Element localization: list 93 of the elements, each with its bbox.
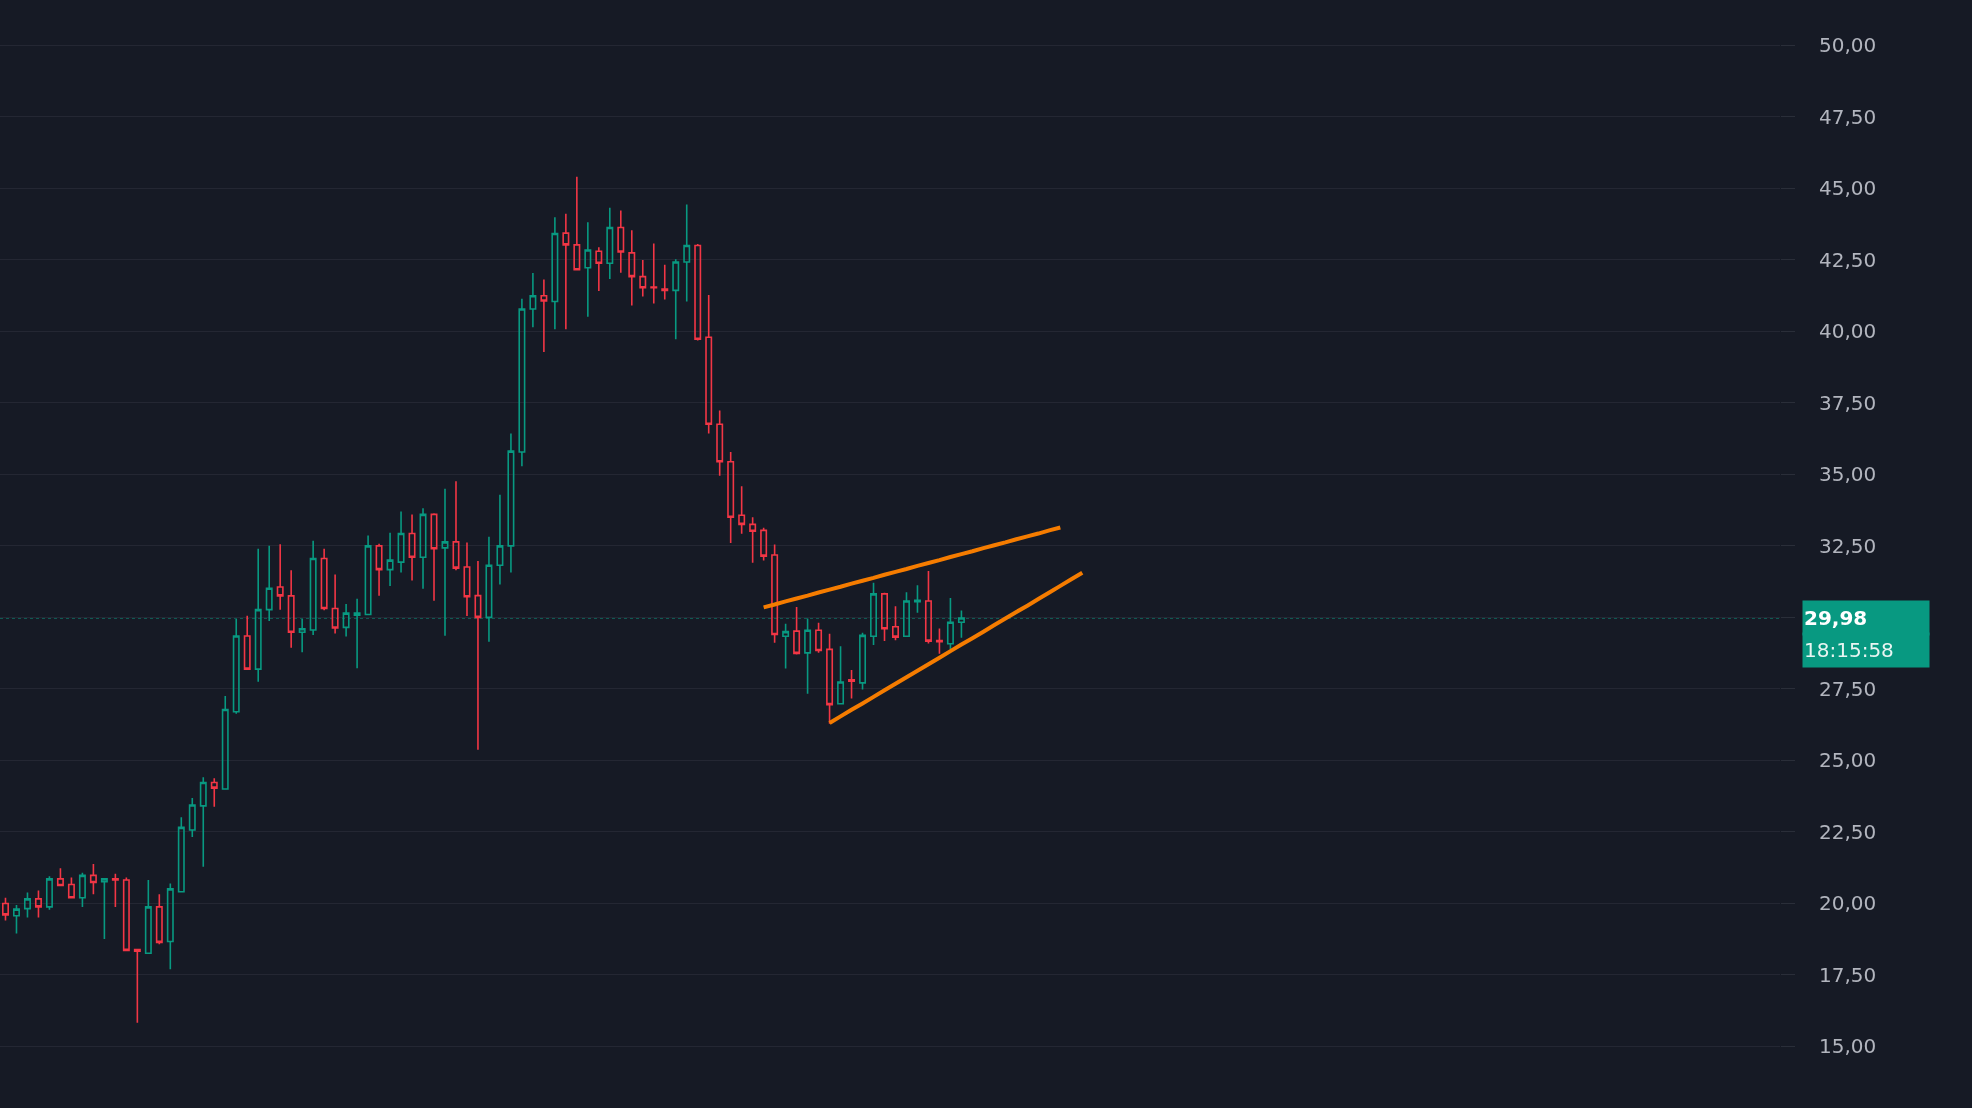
y-tick-label: 32,50 bbox=[1819, 533, 1877, 558]
y-tick-label: 20,00 bbox=[1819, 891, 1877, 916]
candlestick bbox=[287, 569, 295, 649]
candlestick bbox=[793, 606, 801, 656]
candlestick bbox=[89, 863, 97, 896]
candlestick bbox=[529, 272, 537, 329]
candlestick bbox=[496, 493, 504, 586]
candlestick bbox=[276, 543, 284, 611]
ref-line-label: 29,98 bbox=[1804, 606, 1868, 630]
candlestick bbox=[606, 206, 614, 280]
candlestick bbox=[155, 893, 163, 946]
candlestick bbox=[463, 541, 471, 617]
candlestick bbox=[760, 527, 768, 562]
candlestick bbox=[705, 294, 713, 435]
candlestick bbox=[1, 896, 9, 922]
y-tick-label: 37,50 bbox=[1819, 390, 1877, 415]
candlestick bbox=[935, 627, 943, 655]
candlestick bbox=[507, 432, 515, 574]
text: 18:15:58 bbox=[1804, 638, 1894, 662]
candlestick bbox=[419, 507, 427, 590]
candlestick bbox=[683, 203, 691, 303]
y-tick-label: 22,50 bbox=[1819, 819, 1877, 844]
candlestick bbox=[518, 297, 526, 468]
candlestick bbox=[881, 591, 888, 642]
candlestick bbox=[639, 259, 647, 298]
candlestick bbox=[331, 573, 339, 635]
y-tick-label: 42,50 bbox=[1819, 247, 1877, 272]
candlestick bbox=[540, 278, 548, 353]
candlestick bbox=[727, 451, 735, 544]
y-tick-label: 47,50 bbox=[1819, 104, 1877, 129]
y-tick-label: 15,00 bbox=[1819, 1034, 1877, 1059]
candlestick bbox=[12, 904, 20, 935]
candlestick bbox=[694, 243, 702, 342]
candlestick bbox=[430, 512, 438, 602]
candlestick bbox=[771, 543, 779, 644]
candlestick bbox=[199, 776, 207, 868]
candlestick bbox=[408, 513, 416, 582]
candlestick bbox=[913, 584, 921, 614]
candlestick bbox=[749, 516, 757, 564]
y-tick-label: 17,50 bbox=[1819, 962, 1877, 987]
y-tick-label: 45,00 bbox=[1819, 176, 1877, 201]
candlestick bbox=[34, 889, 42, 919]
candlestick bbox=[562, 212, 570, 331]
candlestick bbox=[924, 570, 932, 645]
candlestick bbox=[100, 878, 108, 940]
y-tick-label: 25,00 bbox=[1819, 748, 1877, 773]
candlestick bbox=[221, 695, 229, 790]
candlestick bbox=[573, 176, 581, 271]
candlestick bbox=[661, 263, 669, 301]
candlestick bbox=[397, 510, 405, 574]
candlestick bbox=[364, 534, 372, 616]
candlestick bbox=[375, 543, 383, 597]
candlestick bbox=[78, 872, 86, 908]
candlestick bbox=[584, 221, 592, 318]
candlestick bbox=[386, 531, 394, 587]
candlestick bbox=[782, 622, 790, 670]
candlestick bbox=[837, 645, 845, 705]
y-tick-label: 50,00 bbox=[1819, 33, 1877, 58]
candlestick bbox=[848, 669, 856, 700]
line-series bbox=[761, 525, 1063, 610]
candlestick bbox=[166, 882, 174, 971]
candlestick bbox=[122, 876, 130, 952]
candlestick bbox=[188, 797, 196, 838]
candlestick bbox=[144, 879, 152, 955]
y-tick-label: 35,00 bbox=[1819, 462, 1877, 487]
candlestick bbox=[177, 816, 185, 894]
y-tick-label: 40,00 bbox=[1819, 319, 1877, 344]
candlestick bbox=[650, 242, 658, 305]
candlestick bbox=[804, 617, 812, 695]
candlestick bbox=[474, 560, 482, 751]
candlestick bbox=[243, 614, 251, 670]
candlestick bbox=[23, 891, 31, 919]
candlestick bbox=[551, 216, 559, 331]
candlestick bbox=[628, 229, 636, 307]
candlestick bbox=[826, 632, 834, 725]
candlestick bbox=[892, 605, 899, 642]
y-tick-label: 27,50 bbox=[1819, 676, 1877, 701]
candlestick bbox=[672, 258, 680, 341]
candlestick bbox=[320, 547, 328, 612]
candlestick bbox=[56, 867, 64, 887]
candlestick bbox=[738, 485, 746, 535]
candlestick bbox=[67, 876, 75, 899]
line-series bbox=[827, 570, 1085, 725]
candlestick bbox=[111, 872, 119, 908]
candlestick bbox=[133, 948, 141, 1024]
candlestick bbox=[716, 409, 724, 477]
candlestick bbox=[859, 632, 867, 691]
candlestick bbox=[815, 622, 823, 654]
candlestick bbox=[45, 875, 53, 911]
candlestick bbox=[210, 777, 218, 808]
candlestick bbox=[595, 246, 603, 292]
candlestick bbox=[617, 209, 625, 274]
candlestick bbox=[452, 480, 460, 571]
